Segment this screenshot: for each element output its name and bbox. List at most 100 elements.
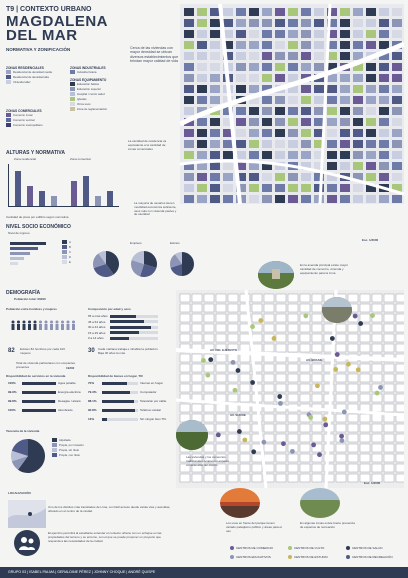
map-pin — [323, 422, 329, 428]
map-block — [227, 333, 239, 343]
person-figure — [66, 324, 70, 330]
map-block — [215, 383, 227, 393]
map-block — [366, 41, 376, 49]
map-block — [179, 463, 191, 473]
map-block — [353, 52, 363, 60]
age-label: 65 a más años — [88, 314, 108, 318]
map-block — [287, 393, 299, 403]
map-block — [184, 41, 194, 49]
map-block — [251, 423, 263, 433]
stat-label: Internet en hogar — [140, 381, 163, 385]
map-block — [366, 173, 376, 181]
map-block — [215, 333, 227, 343]
map-block — [311, 293, 323, 303]
age-heading: Composición por edad y sexo — [88, 307, 131, 311]
map-block — [371, 343, 383, 353]
map-block — [383, 323, 395, 333]
map-block — [288, 140, 298, 148]
map-block — [184, 96, 194, 104]
map-block — [203, 453, 215, 463]
legend-item: Alquilada — [52, 438, 84, 443]
photo-note-2: Las viviendas y los comercios tradiciona… — [186, 455, 229, 467]
map-block — [353, 8, 363, 16]
map-block — [340, 151, 350, 159]
map-block — [335, 393, 347, 403]
map-block — [340, 74, 350, 82]
map-block — [366, 30, 376, 38]
map-block — [223, 140, 233, 148]
map-block — [359, 453, 371, 463]
map-block — [323, 473, 335, 483]
age-bar-bg — [110, 336, 158, 340]
map-block — [236, 184, 246, 192]
socio-col-2: Empleos — [130, 241, 142, 245]
map-block — [251, 413, 263, 423]
map-block — [301, 52, 311, 60]
person-figure — [50, 324, 53, 330]
map-block — [314, 173, 324, 181]
map-block — [353, 74, 363, 82]
map-block — [239, 333, 251, 343]
map-block — [251, 293, 263, 303]
map-block — [353, 151, 363, 159]
legend-item: A — [62, 240, 71, 245]
map-block — [275, 74, 285, 82]
legend-item: Vivienda taller — [6, 80, 66, 85]
map-block — [275, 151, 285, 159]
map-block — [263, 293, 275, 303]
photo-note-1: En la avenida principal existe mayor can… — [300, 263, 349, 275]
loc-title: LOCALIZACIÓN — [8, 491, 31, 495]
legend-item: E — [62, 260, 71, 265]
map-block — [197, 74, 207, 82]
map-block — [392, 107, 402, 115]
map-block — [347, 453, 359, 463]
map-block — [299, 463, 311, 473]
map-block — [251, 473, 263, 483]
person-figure — [72, 320, 75, 324]
map-block — [299, 333, 311, 343]
tenure-heading: Tenencia de la vivienda — [6, 429, 40, 433]
legend-item: Residencial de densidad media — [6, 70, 66, 75]
map-block — [335, 333, 347, 343]
map-block — [311, 303, 323, 313]
map-block — [262, 8, 272, 16]
person-figure — [11, 320, 15, 324]
map-block — [359, 333, 371, 343]
age-note: Cada mañana trabaja e inhabita la poblac… — [98, 347, 159, 355]
map-block — [340, 96, 350, 104]
map-pin — [271, 336, 277, 341]
map-block — [249, 19, 259, 27]
socio-bar — [10, 247, 38, 250]
map-pin — [355, 367, 361, 373]
legend-item: Educación superior — [70, 87, 130, 92]
map-block — [314, 184, 324, 192]
map-block — [383, 463, 395, 473]
map-block — [191, 373, 203, 383]
map-block — [359, 423, 371, 433]
map-block — [366, 107, 376, 115]
gender-note: Existen 82 hombres por cada 100 mujeres — [20, 347, 65, 355]
map-block — [383, 393, 395, 403]
map-block — [311, 373, 323, 383]
map-block — [379, 19, 389, 27]
map-block — [262, 19, 272, 27]
map-block — [275, 473, 287, 483]
dwelling-value: 19202 — [66, 366, 75, 370]
tenure-legend: Alquilada Propia, por invasión Propia, s… — [52, 438, 84, 458]
stat-percent: 70% — [88, 381, 95, 385]
socio-slice — [131, 251, 144, 264]
stat-bar — [22, 390, 56, 394]
map-block — [359, 433, 371, 443]
map-block — [215, 373, 227, 383]
map-block — [311, 473, 323, 483]
map-pin — [339, 438, 345, 444]
person-figure — [44, 320, 48, 324]
map-block — [395, 433, 404, 443]
map-block — [262, 107, 272, 115]
map-block — [392, 30, 402, 38]
tenure-slice — [11, 456, 28, 470]
map-block — [223, 184, 233, 192]
map-block — [314, 151, 324, 159]
map-block — [311, 343, 323, 353]
map-block — [347, 343, 359, 353]
